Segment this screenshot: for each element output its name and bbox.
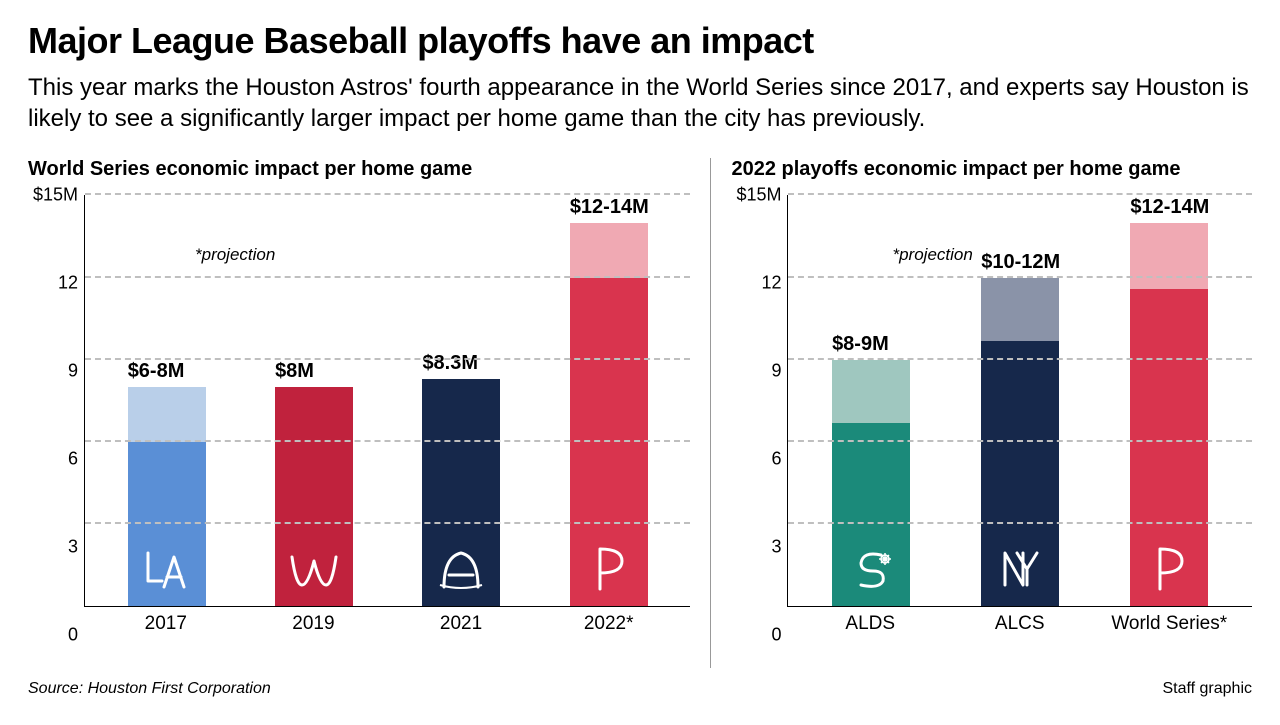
gridline [85,440,690,442]
source-text: Source: Houston First Corporation [28,680,271,698]
y-tick-label: 12 [58,273,78,294]
y-tick-label: 12 [761,273,781,294]
left-x-labels: 2017201920212022* [84,607,690,635]
left-bars: $6-8M $8M $8.3M $12-14M [85,195,690,606]
team-logo-icon [588,543,630,598]
left-chart-title: World Series economic impact per home ga… [28,158,690,181]
gridline [85,193,690,195]
right-plot: *projection $8-9M$10-12M$12-14M [787,195,1252,607]
headline: Major League Baseball playoffs have an i… [28,20,1252,62]
bar: $6-8M [128,387,206,606]
x-axis-label: 2021 [387,613,535,635]
team-logo-icon [286,549,342,598]
team-logo-icon [995,545,1045,598]
right-chart-panel: 2022 playoffs economic impact per home g… [710,158,1252,668]
y-tick-label: 0 [771,625,781,646]
footer: Source: Houston First Corporation Staff … [28,680,1252,698]
y-tick-label: 6 [771,449,781,470]
bar-slot: $8-9M [796,195,945,606]
right-bars: $8-9M $10-12M $12-14M [788,195,1252,606]
y-tick-label: 3 [771,537,781,558]
gridline [788,358,1252,360]
gridline [85,276,690,278]
x-axis-label: 2017 [92,613,240,635]
bar-segment-light [981,278,1059,341]
gridline [788,522,1252,524]
gridline [85,358,690,360]
y-tick-label: 9 [68,361,78,382]
left-y-axis: 036912$15M [28,195,84,635]
bar-segment-light [1130,223,1208,289]
y-tick-label: $15M [736,185,781,206]
bar-slot: $12-14M [535,195,682,606]
bar: $8.3M [422,379,500,606]
bar-value-label: $10-12M [981,251,1060,274]
bar-slot: $12-14M [1095,195,1244,606]
team-logo-icon [436,547,486,598]
bar-value-label: $8M [275,360,314,383]
bar-value-label: $12-14M [570,196,649,219]
bar-value-label: $6-8M [128,360,185,383]
bar: $12-14M [1130,223,1208,607]
bar-slot: $10-12M [946,195,1095,606]
y-tick-label: 0 [68,625,78,646]
bar-segment-light [128,387,206,442]
right-y-axis: 036912$15M [731,195,787,635]
subhead: This year marks the Houston Astros' four… [28,72,1252,134]
gridline [788,193,1252,195]
team-logo-icon [1148,543,1190,598]
x-axis-label: ALCS [945,613,1095,635]
bar-value-label: $8-9M [832,333,889,356]
credit-text: Staff graphic [1162,680,1252,698]
y-tick-label: 9 [771,361,781,382]
x-axis-label: ALDS [795,613,945,635]
right-x-labels: ALDSALCSWorld Series* [787,607,1252,635]
bar-segment-light [570,223,648,278]
right-chart-title: 2022 playoffs economic impact per home g… [731,158,1252,181]
x-axis-label: 2019 [240,613,388,635]
charts-row: World Series economic impact per home ga… [28,158,1252,668]
bar-value-label: $12-14M [1130,196,1209,219]
gridline [85,522,690,524]
x-axis-label: World Series* [1094,613,1244,635]
gridline [788,276,1252,278]
y-tick-label: 3 [68,537,78,558]
left-chart-panel: World Series economic impact per home ga… [28,158,710,668]
y-tick-label: $15M [33,185,78,206]
right-plot-area: 036912$15M *projection $8-9M$10-12M$12-1… [731,195,1252,635]
left-plot: *projection $6-8M$8M$8.3M$12-14M [84,195,690,607]
team-logo-icon [140,547,194,598]
bar: $8-9M [832,360,910,607]
bar-slot: $8M [240,195,387,606]
bar-value-label: $8.3M [422,352,478,375]
bar-segment-light [832,360,910,423]
y-tick-label: 6 [68,449,78,470]
x-axis-label: 2022* [535,613,683,635]
bar-slot: $8.3M [388,195,535,606]
gridline [788,440,1252,442]
left-plot-area: 036912$15M *projection $6-8M$8M$8.3M$12-… [28,195,690,635]
team-logo-icon [847,545,895,598]
bar: $12-14M [570,223,648,607]
bar: $8M [275,387,353,606]
bar-slot: $6-8M [93,195,240,606]
